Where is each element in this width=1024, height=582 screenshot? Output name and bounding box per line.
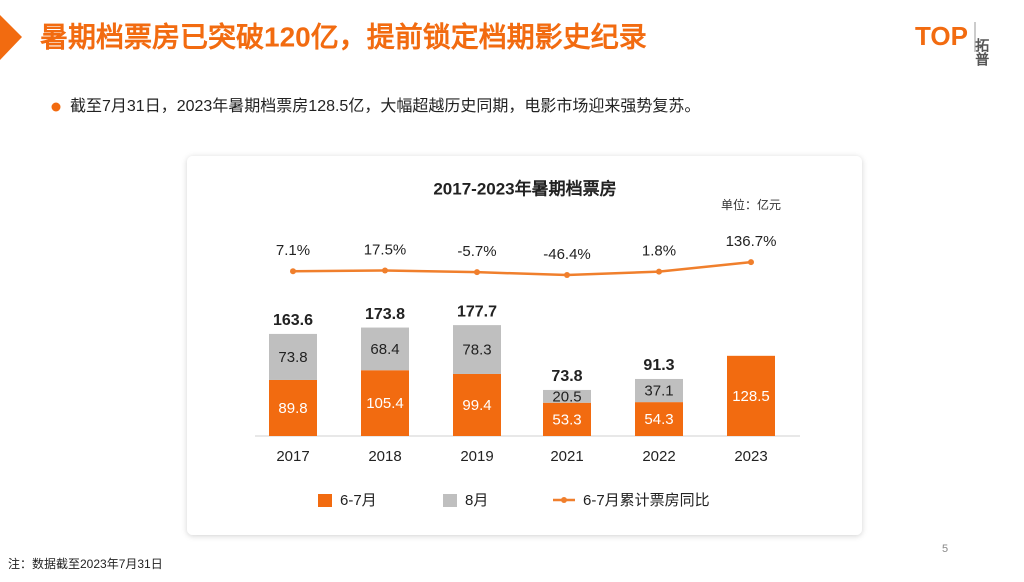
bar-segment [727, 355, 775, 436]
bar-segment [453, 325, 501, 374]
bullet-dot [51, 102, 61, 112]
line-marker [290, 268, 296, 275]
bar-value-label: 89.8 [278, 400, 307, 417]
line-marker [656, 268, 662, 275]
bar-value-label: 128.5 [732, 388, 770, 405]
legend-label: 6-7月 [340, 492, 377, 509]
bar-segment [635, 378, 683, 403]
bar-value-label: 99.4 [462, 397, 491, 414]
x-tick-label: 2022 [642, 448, 675, 465]
bar-value-label: 68.4 [370, 341, 399, 358]
bar-segment [453, 373, 501, 436]
logo-name: 拓普 [974, 37, 990, 66]
legend-label: 8月 [465, 492, 488, 509]
chart-card [187, 156, 862, 535]
total-label: 173.8 [365, 306, 405, 323]
line-value-label: 7.1% [276, 242, 310, 259]
x-tick-label: 2023 [734, 448, 767, 465]
bar-value-label: 53.3 [552, 411, 581, 428]
bar-segment [361, 327, 409, 371]
total-label: 73.8 [551, 368, 582, 385]
bar-value-label: 20.5 [552, 388, 581, 405]
bar-value-label: 78.3 [462, 342, 491, 359]
line-value-label: 136.7% [726, 233, 777, 250]
legend-label: 6-7月累计票房同比 [583, 492, 710, 509]
logo-mark: TOP [915, 21, 968, 51]
line-marker [474, 269, 480, 276]
line-marker [748, 259, 754, 266]
chart-title: 2017-2023年暑期档票房 [433, 178, 616, 198]
total-label: 163.6 [273, 312, 313, 329]
line-series [292, 260, 752, 277]
bar-value-label: 54.3 [644, 411, 673, 428]
legend-swatch [318, 494, 332, 507]
x-tick-label: 2021 [550, 448, 583, 465]
total-label: 91.3 [643, 357, 674, 374]
bar-segment [635, 402, 683, 436]
x-tick-label: 2018 [368, 448, 401, 465]
bar-segment [269, 379, 317, 436]
slide-title: 暑期档票房已突破120亿，提前锁定档期影史纪录 [40, 20, 647, 52]
line-marker [564, 272, 570, 279]
line-value-label: 1.8% [642, 243, 676, 260]
page-number: 5 [942, 543, 948, 555]
bar-segment [543, 389, 591, 403]
footnote: 注：数据截至2023年7月31日 [8, 556, 163, 571]
bullet-text: 截至7月31日，2023年暑期档票房128.5亿，大幅超越历史同期，电影市场迎来… [70, 97, 700, 115]
bar-value-label: 37.1 [644, 383, 673, 400]
unit-label: 单位：亿元 [721, 197, 781, 212]
x-tick-label: 2017 [276, 448, 309, 465]
bar-value-label: 73.8 [278, 349, 307, 366]
bar-value-label: 105.4 [366, 395, 404, 412]
bar-segment [269, 333, 317, 380]
legend-swatch [443, 494, 457, 507]
x-tick-label: 2019 [460, 448, 493, 465]
line-value-label: -46.4% [543, 246, 591, 263]
total-label: 177.7 [457, 303, 497, 320]
legend-marker [561, 497, 567, 503]
header-arrow [0, 15, 22, 60]
line-value-label: 17.5% [364, 241, 407, 258]
line-marker [382, 267, 388, 274]
line-value-label: -5.7% [457, 243, 496, 260]
bar-segment [543, 402, 591, 436]
bar-segment [361, 370, 409, 436]
